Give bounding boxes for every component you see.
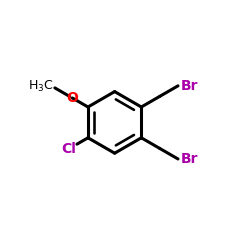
Text: Br: Br	[181, 152, 198, 166]
Text: O: O	[66, 91, 78, 105]
Text: Cl: Cl	[61, 142, 76, 156]
Text: H$_3$C: H$_3$C	[28, 79, 53, 94]
Text: Br: Br	[181, 79, 198, 93]
